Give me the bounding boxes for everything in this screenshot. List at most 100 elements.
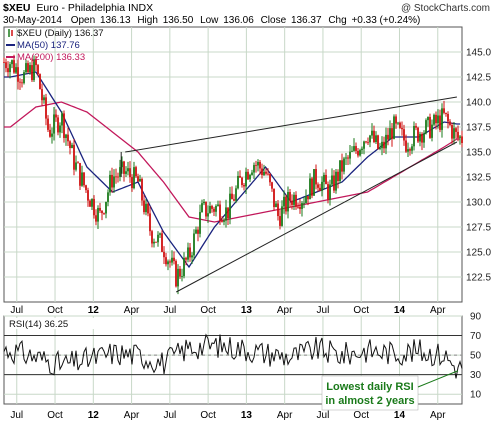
- price-candle-body: [423, 133, 425, 143]
- legend-label: MA(50) 137.76: [17, 40, 80, 51]
- price-candle-body: [393, 116, 395, 139]
- rsi-ytick-label: 90: [470, 312, 482, 323]
- price-xtick-label: Oct: [200, 305, 216, 316]
- price-xtick-label: 12: [88, 305, 100, 316]
- price-candle-body: [13, 60, 15, 73]
- price-candle-body: [421, 133, 423, 143]
- price-candle-body: [49, 129, 51, 137]
- price-candle-body: [321, 181, 323, 191]
- price-candle-body: [35, 59, 37, 66]
- price-candle-body: [229, 193, 231, 219]
- chart-symbol: $XEU Euro - Philadelphia INDX: [3, 2, 153, 14]
- price-candle-body: [337, 171, 339, 181]
- price-series: [3, 54, 463, 295]
- price-xtick-label: Oct: [353, 305, 369, 316]
- price-candle-body: [113, 176, 115, 188]
- price-candle-body: [235, 188, 237, 201]
- price-ytick-label: 132.5: [466, 173, 491, 184]
- price-candle-body: [273, 188, 275, 208]
- rsi-xtick-label: 13: [241, 410, 253, 421]
- price-candle-body: [137, 176, 139, 182]
- price-candle-body: [333, 175, 335, 191]
- price-candle-body: [433, 114, 435, 125]
- price-candle-body: [55, 114, 57, 118]
- price-candle-body: [133, 167, 135, 189]
- price-candle-body: [201, 203, 203, 213]
- price-candle-body: [79, 163, 81, 186]
- price-candle-body: [41, 89, 43, 101]
- price-candle-body: [265, 171, 267, 174]
- price-candle-body: [177, 268, 179, 287]
- price-candle-body: [95, 215, 97, 222]
- price-candle-body: [57, 117, 59, 133]
- price-candle-body: [159, 233, 161, 235]
- price-candle-body: [73, 144, 75, 170]
- price-candle-body: [31, 65, 33, 81]
- price-candle-body: [175, 261, 177, 287]
- price-candle-body: [401, 127, 403, 130]
- price-candle-body: [437, 115, 439, 124]
- price-candle-body: [335, 171, 337, 191]
- price-candle-body: [227, 207, 229, 219]
- price-candle-body: [39, 74, 41, 90]
- price-candle-body: [447, 113, 449, 122]
- rsi-xtick-label: Jul: [163, 410, 176, 421]
- price-candle-body: [167, 261, 169, 265]
- price-candle-body: [71, 144, 73, 149]
- price-candle-body: [425, 120, 427, 134]
- price-candle-body: [25, 63, 27, 73]
- price-candle-body: [295, 194, 297, 207]
- price-candle-body: [403, 129, 405, 141]
- price-candle-body: [429, 116, 431, 138]
- price-candle-body: [161, 233, 163, 252]
- price-candle-body: [443, 108, 445, 113]
- price-xtick-label: Jul: [317, 305, 330, 316]
- price-candle-body: [53, 114, 55, 134]
- price-candle-body: [319, 187, 321, 191]
- price-candle-body: [205, 201, 207, 217]
- price-candle-body: [405, 140, 407, 152]
- price-candle-body: [187, 247, 189, 260]
- price-candle-body: [395, 116, 397, 124]
- price-candle-body: [149, 213, 151, 232]
- price-candle-body: [391, 128, 393, 139]
- price-candle-body: [231, 193, 233, 200]
- rsi-xtick-label: Jul: [317, 410, 330, 421]
- price-candle-body: [3, 62, 5, 63]
- price-candle-body: [325, 174, 327, 185]
- price-candle-body: [191, 255, 193, 258]
- price-candle-body: [253, 165, 255, 173]
- price-candle-body: [195, 229, 197, 234]
- price-xtick-label: Apr: [124, 305, 140, 316]
- price-ytick-label: 142.5: [466, 73, 491, 84]
- price-candle-body: [15, 67, 17, 73]
- price-candle-body: [329, 184, 331, 200]
- price-candle-body: [87, 190, 89, 201]
- price-candle-body: [313, 169, 315, 196]
- price-candle-body: [327, 184, 329, 200]
- rsi-xtick-label: Apr: [124, 410, 140, 421]
- price-candle-body: [169, 261, 171, 263]
- price-candle-body: [193, 233, 195, 256]
- price-candle-body: [37, 65, 39, 75]
- price-candle-body: [173, 257, 175, 262]
- rsi-xtick-label: 12: [88, 410, 100, 421]
- price-candle-body: [279, 216, 281, 226]
- price-candle-body: [383, 141, 385, 149]
- price-candle-body: [75, 162, 77, 170]
- copyright-text: @ StockCharts.com: [401, 3, 490, 14]
- price-candle-body: [135, 167, 137, 177]
- price-candle-body: [323, 174, 325, 182]
- price-candle-body: [435, 114, 437, 124]
- price-candle-body: [21, 82, 23, 84]
- rsi-panel: 10 30 50 70 90 Jul Oct 12 Apr Jul Oct 13 Apr Jul Oct 1…: [3, 312, 482, 421]
- price-candle-body: [129, 168, 131, 178]
- price-candle-body: [415, 125, 417, 128]
- price-candle-body: [375, 135, 377, 143]
- price-candle-body: [209, 206, 211, 214]
- price-candle-body: [431, 124, 433, 138]
- price-candle-body: [259, 161, 261, 169]
- price-candle-body: [451, 124, 453, 139]
- price-candle-body: [5, 62, 7, 69]
